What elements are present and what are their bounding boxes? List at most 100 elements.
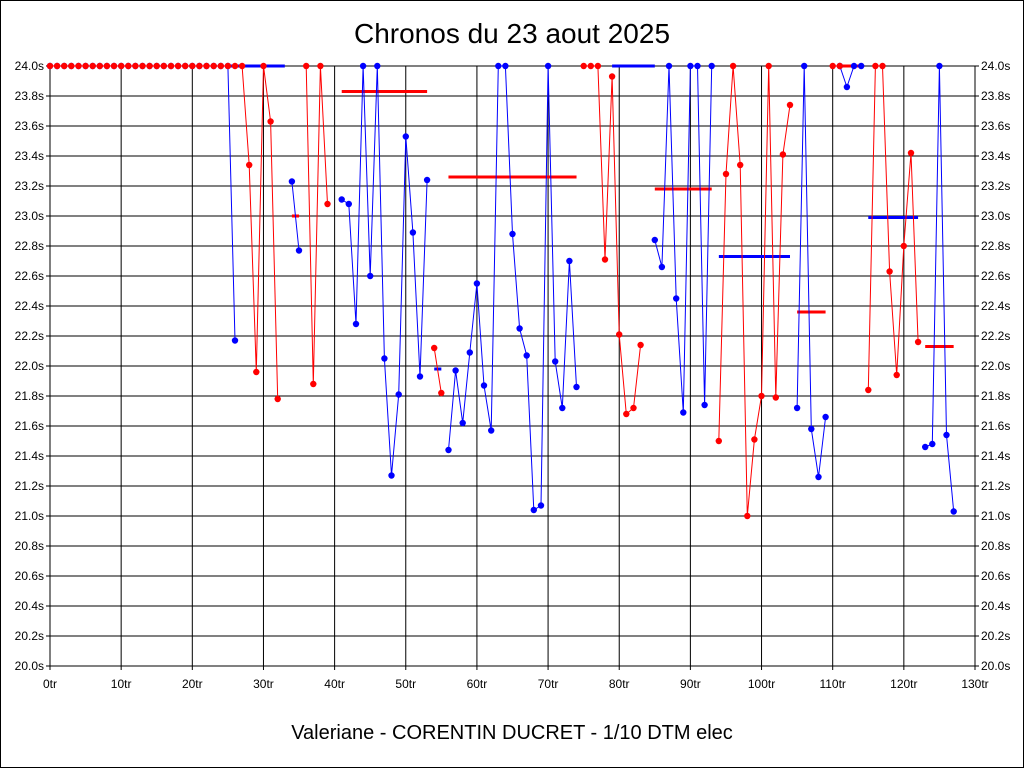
- series-line: [583, 65, 642, 415]
- y-tick-label-left: 20.6s: [15, 569, 44, 583]
- data-point: [267, 118, 274, 125]
- series-line: [448, 65, 577, 511]
- series-line: [341, 65, 428, 476]
- data-point: [345, 200, 352, 208]
- data-point: [601, 256, 609, 263]
- y-tick-label-left: 22.6s: [15, 269, 44, 283]
- data-point: [452, 367, 459, 374]
- x-tick-label: 120tr: [890, 677, 917, 691]
- y-tick-label-left: 21.2s: [15, 479, 44, 493]
- y-tick-label-left: 20.2s: [15, 629, 44, 643]
- data-point: [879, 62, 886, 70]
- data-point: [480, 382, 488, 389]
- data-point: [160, 62, 167, 70]
- data-point: [523, 352, 530, 359]
- data-point: [310, 380, 317, 388]
- y-tick-label-left: 23.0s: [15, 209, 44, 223]
- y-tick-label-right: 20.8s: [981, 539, 1010, 553]
- x-tick-label: 90tr: [680, 677, 701, 691]
- data-point: [872, 62, 879, 70]
- x-tick-label: 50tr: [395, 677, 416, 691]
- data-point: [801, 62, 808, 70]
- data-point: [680, 409, 687, 416]
- data-point: [402, 133, 409, 140]
- data-point: [751, 436, 758, 443]
- y-tick-label-right: 22.0s: [981, 359, 1010, 373]
- y-tick-label-left: 21.4s: [15, 449, 44, 463]
- data-point: [374, 62, 381, 70]
- x-tick-label: 10tr: [111, 677, 132, 691]
- data-point: [637, 341, 644, 349]
- data-point: [922, 443, 929, 451]
- data-point: [858, 62, 865, 70]
- data-point: [900, 242, 907, 250]
- y-tick-label-right: 20.2s: [981, 629, 1010, 643]
- data-point: [843, 83, 851, 91]
- data-point: [224, 62, 232, 70]
- data-point: [623, 410, 630, 418]
- y-tick-label-right: 23.2s: [981, 179, 1010, 193]
- series-line: [50, 65, 279, 400]
- data-point: [174, 62, 182, 70]
- y-tick-label-right: 23.8s: [981, 89, 1010, 103]
- series-line: [433, 347, 442, 394]
- x-tick-label: 60tr: [467, 677, 488, 691]
- x-tick-label: 30tr: [253, 677, 274, 691]
- y-tick-label-right: 22.2s: [981, 329, 1010, 343]
- y-tick-label-left: 20.0s: [15, 659, 44, 673]
- data-point: [929, 440, 936, 448]
- y-tick-label-left: 22.8s: [15, 239, 44, 253]
- data-point: [722, 170, 730, 178]
- data-point: [231, 62, 239, 70]
- data-point: [651, 236, 658, 244]
- data-point: [687, 62, 694, 70]
- x-tick-label: 70tr: [538, 677, 559, 691]
- data-point: [203, 62, 210, 70]
- data-point: [715, 437, 722, 445]
- y-tick-label-right: 23.0s: [981, 209, 1010, 223]
- data-point: [587, 62, 594, 70]
- x-tick-label: 100tr: [748, 677, 775, 691]
- series-line: [796, 65, 827, 478]
- data-point: [317, 62, 324, 70]
- data-point: [502, 62, 509, 70]
- data-point: [388, 472, 395, 479]
- series-line: [867, 65, 919, 391]
- data-point: [182, 62, 189, 70]
- data-point: [580, 62, 587, 70]
- x-tick-label: 40tr: [324, 677, 345, 691]
- y-tick-label-left: 22.0s: [15, 359, 44, 373]
- data-point: [423, 176, 431, 184]
- y-tick-label-right: 23.6s: [981, 119, 1010, 133]
- data-point: [594, 62, 602, 70]
- data-point: [110, 62, 118, 70]
- data-point: [694, 62, 701, 70]
- data-point: [573, 383, 580, 391]
- series-line: [305, 65, 328, 385]
- data-point: [865, 386, 872, 394]
- data-point: [552, 358, 559, 365]
- data-point: [516, 325, 523, 332]
- data-point: [153, 62, 160, 70]
- tick-labels: 0tr 10tr 20tr 30tr 40tr 50tr 60tr 70tr 80tr 90tr 1…: [15, 59, 1011, 691]
- data-point: [303, 62, 310, 70]
- y-tick-label-right: 22.4s: [981, 299, 1010, 313]
- y-tick-label-right: 22.8s: [981, 239, 1010, 253]
- data-point: [260, 62, 267, 70]
- data-point: [295, 247, 303, 254]
- data-point: [132, 62, 139, 70]
- data-point: [125, 62, 132, 70]
- data-point: [850, 62, 858, 70]
- y-tick-label-right: 22.6s: [981, 269, 1010, 283]
- y-tick-label-right: 21.8s: [981, 389, 1010, 403]
- data-point: [89, 62, 96, 70]
- data-point: [324, 200, 331, 208]
- y-tick-label-right: 20.6s: [981, 569, 1010, 583]
- data-point: [495, 62, 502, 70]
- data-point: [118, 62, 125, 70]
- data-point: [381, 355, 388, 362]
- data-point: [537, 502, 545, 509]
- data-point: [737, 161, 744, 169]
- x-tick-label: 110tr: [819, 677, 845, 691]
- data-point: [196, 62, 203, 70]
